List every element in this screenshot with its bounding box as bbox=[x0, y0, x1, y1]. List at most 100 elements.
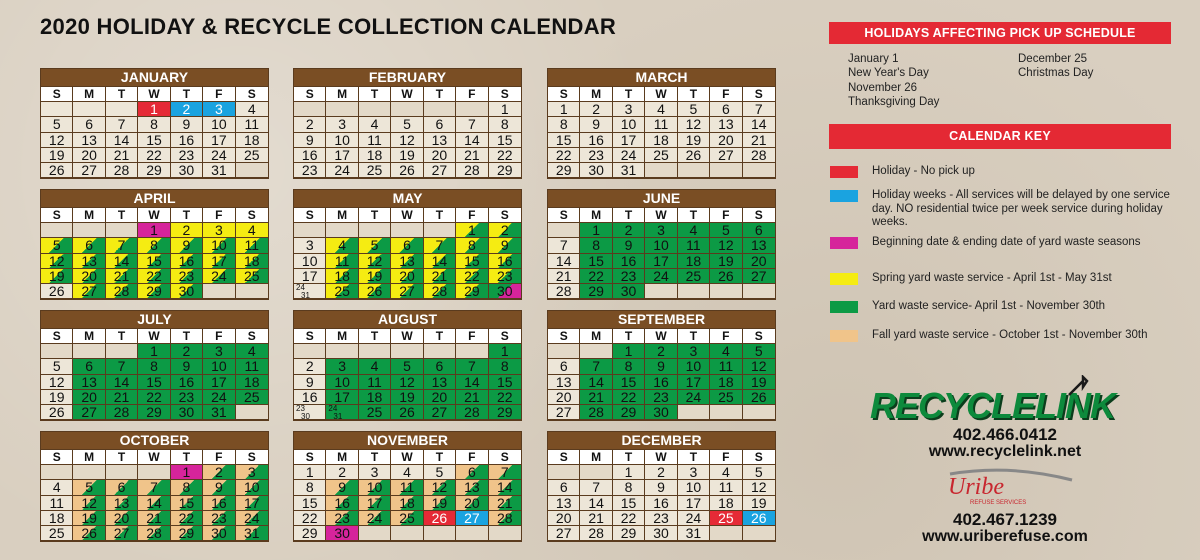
weekday-label: F bbox=[456, 87, 489, 103]
weekday-label: T bbox=[105, 329, 139, 345]
weekday-label: W bbox=[645, 450, 678, 466]
day-cell: 17 bbox=[203, 374, 236, 390]
holiday-name: Christmas Day bbox=[1018, 67, 1094, 79]
day-cell: 17 bbox=[677, 495, 711, 511]
day-cell: 8 bbox=[294, 480, 327, 496]
empty-cell bbox=[423, 525, 457, 542]
weekday-label: S bbox=[294, 450, 327, 466]
weekday-label: W bbox=[645, 208, 678, 224]
weekday-label: S bbox=[548, 87, 581, 103]
key-text: Holiday - No pick up bbox=[872, 165, 975, 177]
weekday-label: M bbox=[326, 450, 359, 466]
day-cell: 18 bbox=[710, 495, 743, 511]
weekday-label: S bbox=[742, 208, 775, 224]
day-cell: 8 bbox=[580, 238, 613, 254]
weekday-label: S bbox=[488, 208, 521, 224]
day-cell: 18 bbox=[235, 253, 268, 269]
day-cell: 5 bbox=[41, 117, 74, 133]
day-cell: 30 bbox=[645, 525, 678, 542]
day-cell: 7 bbox=[138, 480, 171, 496]
weekday-label: S bbox=[488, 329, 521, 345]
day-cell: 16 bbox=[580, 132, 613, 148]
empty-cell bbox=[41, 344, 74, 360]
day-cell: 3 bbox=[677, 465, 711, 481]
weekday-label: W bbox=[645, 329, 678, 345]
month-days-grid: S M T W T F S 1 2 3 4 5 6 7 8 9 10 11 12 13 14 15 16 17 18 19 20 21… bbox=[41, 87, 268, 179]
day-cell: 25 bbox=[677, 268, 711, 284]
day-cell: 5 bbox=[423, 465, 457, 481]
day-cell: 11 bbox=[710, 480, 743, 496]
day-number: 31 bbox=[301, 290, 310, 300]
month-days-grid: S M T W T F S 1 2 3 4 5 6 7 8 9 10 11 12 13 14 15 16 17 18 19 20 21… bbox=[41, 208, 268, 300]
day-cell: 5 bbox=[41, 359, 74, 375]
day-cell: 31 bbox=[203, 162, 236, 179]
day-cell: 9 bbox=[580, 117, 613, 133]
empty-cell bbox=[580, 465, 613, 481]
day-cell: 8 bbox=[170, 480, 204, 496]
day-cell: 15 bbox=[612, 495, 646, 511]
empty-cell bbox=[742, 404, 775, 421]
day-cell: 24 bbox=[326, 162, 359, 179]
weekday-label: F bbox=[456, 450, 489, 466]
day-cell: 28 bbox=[105, 162, 139, 179]
day-number: 24 bbox=[328, 404, 338, 413]
weekday-label: T bbox=[677, 208, 711, 224]
day-cell: 15 bbox=[138, 132, 171, 148]
day-cell: 29 bbox=[612, 404, 646, 421]
day-cell: 1 bbox=[612, 344, 646, 360]
empty-cell bbox=[294, 102, 327, 118]
day-cell: 13 bbox=[423, 374, 457, 390]
day-cell: 19 bbox=[358, 268, 392, 284]
empty-cell bbox=[326, 344, 359, 360]
uribe-tagline: REFUSE SERVICES bbox=[970, 500, 1026, 506]
day-cell: 16 bbox=[170, 132, 204, 148]
weekday-label: M bbox=[326, 208, 359, 224]
day-cell: 28 bbox=[580, 404, 613, 421]
day-cell: 30 bbox=[488, 283, 521, 300]
blue-swatch bbox=[830, 190, 858, 202]
day-cell: 5 bbox=[742, 465, 775, 481]
holiday-name: Thanksgiving Day bbox=[848, 96, 940, 108]
day-cell: 10 bbox=[235, 480, 268, 496]
day-cell: 16 bbox=[612, 253, 646, 269]
day-cell: 11 bbox=[358, 374, 392, 390]
empty-cell bbox=[391, 223, 424, 239]
day-cell: 14 bbox=[105, 374, 139, 390]
day-cell: 25 bbox=[235, 389, 268, 405]
day-cell: 6 bbox=[456, 465, 489, 481]
day-cell: 29 bbox=[580, 283, 613, 300]
day-cell: 9 bbox=[645, 480, 678, 496]
empty-cell bbox=[423, 344, 457, 360]
day-cell: 29 bbox=[488, 404, 521, 421]
day-cell: 21 bbox=[456, 147, 489, 163]
day-cell: 2 bbox=[645, 344, 678, 360]
uribe-logo-text: Uribe bbox=[948, 474, 1004, 500]
day-cell: 15 bbox=[294, 495, 327, 511]
day-cell: 12 bbox=[358, 253, 392, 269]
day-cell: 26 bbox=[742, 389, 775, 405]
day-cell: 16 bbox=[488, 253, 521, 269]
day-cell: 16 bbox=[326, 495, 359, 511]
day-cell: 13 bbox=[105, 495, 139, 511]
day-cell: 14 bbox=[138, 495, 171, 511]
day-cell: 6 bbox=[423, 117, 457, 133]
day-cell: 21 bbox=[488, 495, 521, 511]
empty-cell bbox=[73, 465, 106, 481]
day-cell: 1 bbox=[170, 465, 204, 481]
day-cell: 12 bbox=[41, 132, 74, 148]
day-cell: 10 bbox=[677, 359, 711, 375]
day-cell: 6 bbox=[73, 238, 106, 254]
day-cell: 20 bbox=[548, 389, 581, 405]
day-cell: 17 bbox=[358, 495, 392, 511]
day-cell: 10 bbox=[203, 117, 236, 133]
day-cell: 24 bbox=[203, 268, 236, 284]
empty-cell bbox=[358, 223, 392, 239]
day-cell: 24 bbox=[645, 268, 678, 284]
day-cell: 21 bbox=[138, 510, 171, 526]
day-cell: 18 bbox=[41, 510, 74, 526]
day-cell: 4 bbox=[710, 344, 743, 360]
day-cell: 24 bbox=[612, 147, 646, 163]
day-cell: 19 bbox=[423, 495, 457, 511]
month-name: FEBRUARY bbox=[294, 69, 521, 87]
day-cell: 13 bbox=[710, 117, 743, 133]
